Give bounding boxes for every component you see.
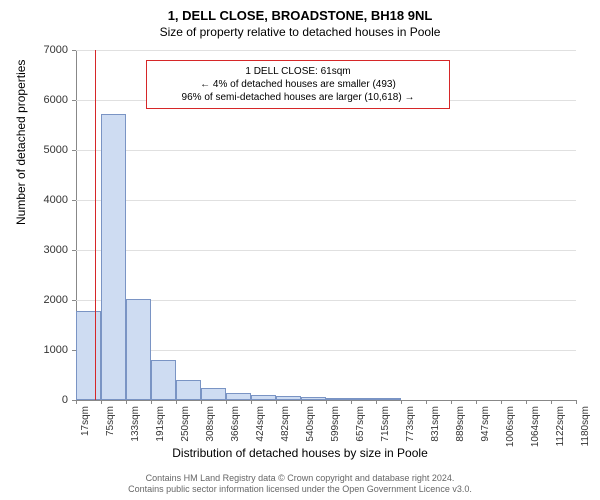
histogram-bar — [151, 360, 176, 400]
histogram-bar — [326, 398, 351, 401]
ytick-mark — [72, 200, 76, 201]
ytick-label: 7000 — [8, 44, 68, 56]
xtick-mark — [251, 400, 252, 404]
xtick-mark — [576, 400, 577, 404]
xtick-mark — [176, 400, 177, 404]
histogram-bar — [276, 396, 301, 400]
property-marker-line — [95, 50, 96, 400]
ytick-label: 5000 — [8, 144, 68, 156]
histogram-bar — [251, 395, 276, 400]
footer-line-1: Contains HM Land Registry data © Crown c… — [0, 473, 600, 485]
ytick-mark — [72, 300, 76, 301]
ytick-label: 6000 — [8, 94, 68, 106]
xtick-mark — [501, 400, 502, 404]
gridline-h — [76, 200, 576, 201]
gridline-h — [76, 350, 576, 351]
ytick-mark — [72, 150, 76, 151]
ytick-mark — [72, 100, 76, 101]
xtick-mark — [76, 400, 77, 404]
annotation-line: ← 4% of detached houses are smaller (493… — [153, 78, 443, 91]
xtick-mark — [126, 400, 127, 404]
ytick-label: 3000 — [8, 244, 68, 256]
xtick-mark — [451, 400, 452, 404]
gridline-h — [76, 150, 576, 151]
histogram-bar — [226, 393, 251, 401]
histogram-bar — [201, 388, 226, 400]
ytick-mark — [72, 250, 76, 251]
ytick-label: 2000 — [8, 294, 68, 306]
gridline-h — [76, 250, 576, 251]
histogram-bar — [126, 299, 151, 400]
chart-title-main: 1, DELL CLOSE, BROADSTONE, BH18 9NL — [0, 0, 600, 23]
ytick-label: 0 — [8, 394, 68, 406]
histogram-bar — [101, 114, 126, 400]
xtick-mark — [551, 400, 552, 404]
xtick-mark — [351, 400, 352, 404]
ytick-mark — [72, 50, 76, 51]
footer-attribution: Contains HM Land Registry data © Crown c… — [0, 473, 600, 496]
chart-title-sub: Size of property relative to detached ho… — [0, 25, 600, 39]
xtick-mark — [151, 400, 152, 404]
xtick-mark — [476, 400, 477, 404]
xtick-mark — [301, 400, 302, 404]
xtick-mark — [276, 400, 277, 404]
histogram-bar — [301, 397, 326, 400]
xtick-mark — [401, 400, 402, 404]
annotation-callout: 1 DELL CLOSE: 61sqm← 4% of detached hous… — [146, 60, 450, 109]
xtick-mark — [326, 400, 327, 404]
ytick-label: 1000 — [8, 344, 68, 356]
xtick-mark — [426, 400, 427, 404]
footer-line-2: Contains public sector information licen… — [0, 484, 600, 496]
xtick-mark — [526, 400, 527, 404]
chart-area: 17sqm75sqm133sqm191sqm250sqm308sqm366sqm… — [76, 50, 576, 400]
gridline-h — [76, 50, 576, 51]
histogram-bar — [376, 398, 401, 400]
xtick-mark — [101, 400, 102, 404]
ytick-label: 4000 — [8, 194, 68, 206]
annotation-line: 1 DELL CLOSE: 61sqm — [153, 65, 443, 78]
plot-region: 17sqm75sqm133sqm191sqm250sqm308sqm366sqm… — [76, 50, 576, 400]
histogram-bar — [351, 398, 376, 400]
x-axis-label: Distribution of detached houses by size … — [0, 446, 600, 460]
annotation-line: 96% of semi-detached houses are larger (… — [153, 91, 443, 104]
gridline-h — [76, 300, 576, 301]
xtick-mark — [376, 400, 377, 404]
xtick-mark — [201, 400, 202, 404]
xtick-mark — [226, 400, 227, 404]
histogram-bar — [176, 380, 201, 400]
histogram-bar — [76, 311, 101, 400]
